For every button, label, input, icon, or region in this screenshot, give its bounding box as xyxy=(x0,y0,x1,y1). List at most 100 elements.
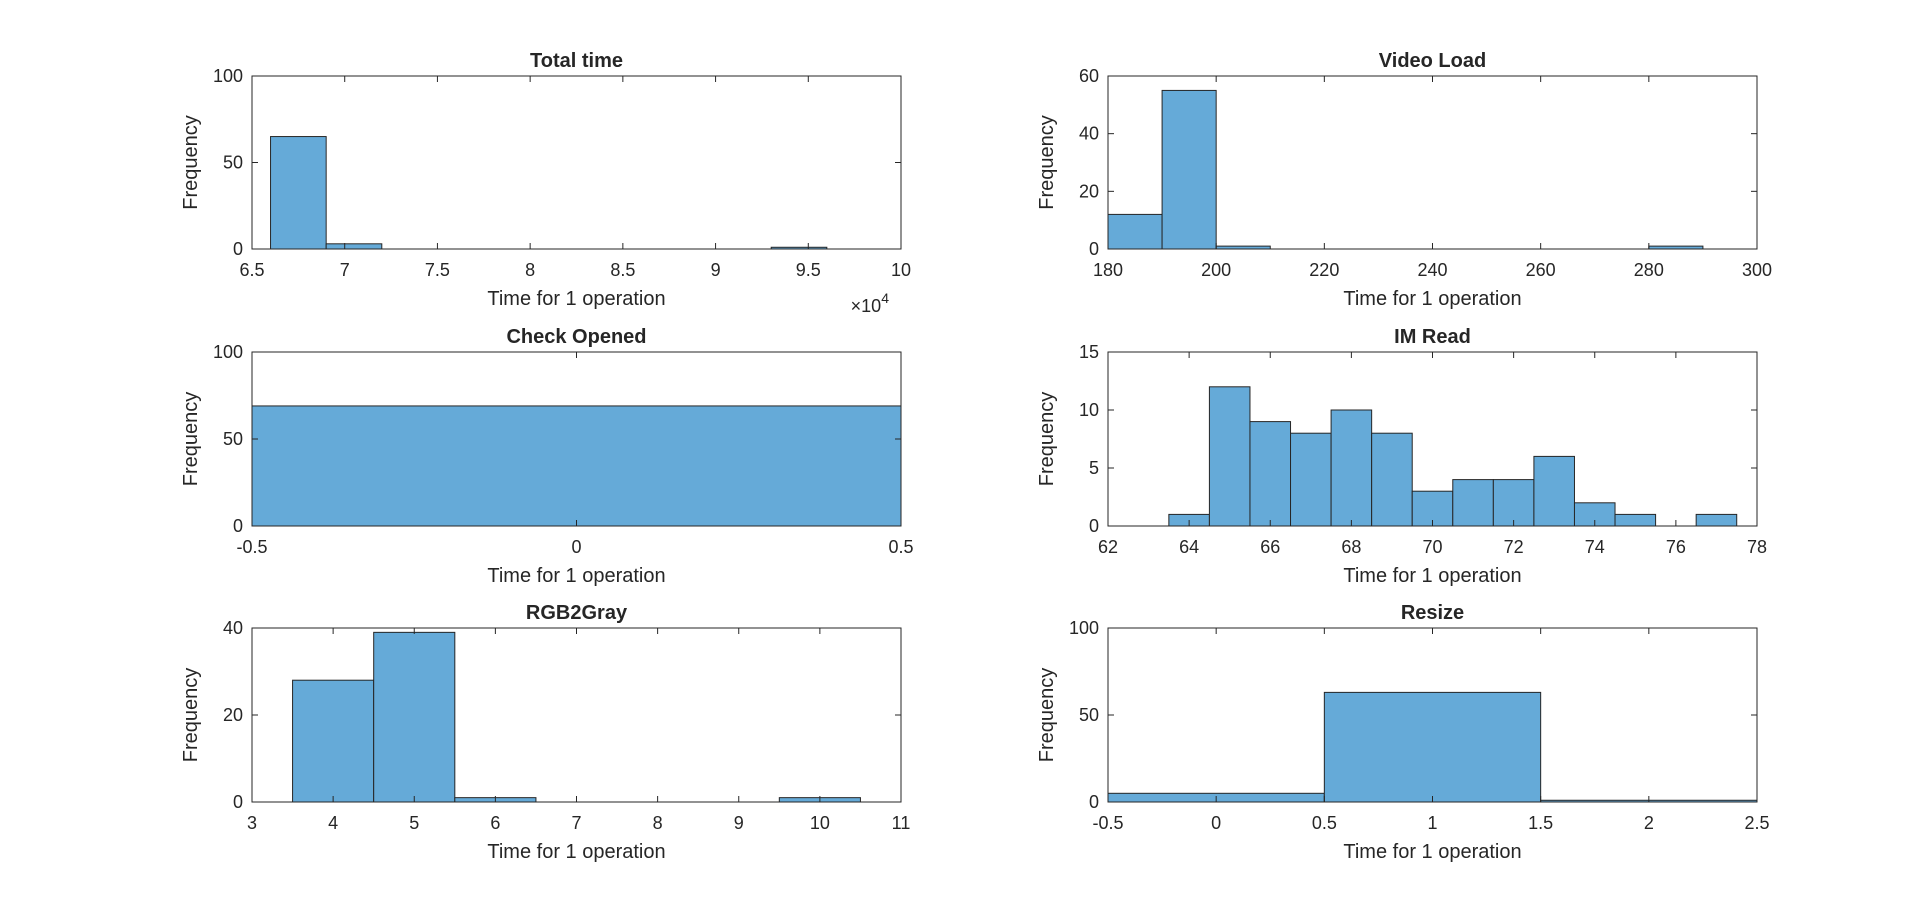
y-tick-label: 5 xyxy=(1089,458,1099,478)
subplot-title: Check Opened xyxy=(506,326,646,348)
histogram-bar xyxy=(292,679,375,803)
y-tick-label: 0 xyxy=(233,239,243,259)
x-tick-label: 6.5 xyxy=(239,260,264,280)
x-tick-label: 4 xyxy=(328,813,338,833)
x-tick-label: 9.5 xyxy=(796,260,821,280)
histogram-bar xyxy=(373,631,456,803)
x-tick-label: 7 xyxy=(340,260,350,280)
x-tick-label: 10 xyxy=(891,260,911,280)
subplot-2: 180 200 220 240 260 280 300 0 20 40 60 Video Load Ti… xyxy=(1036,50,1772,310)
x-tick-label: 0 xyxy=(1211,813,1221,833)
y-tick-label: 20 xyxy=(1079,181,1099,201)
subplot-title: RGB2Gray xyxy=(526,602,628,624)
y-axis-label: Frequency xyxy=(180,115,202,210)
x-tick-label: 0 xyxy=(571,537,581,557)
y-tick-label: 100 xyxy=(1069,618,1099,638)
y-tick-label: 100 xyxy=(213,342,243,362)
x-tick-label: -0.5 xyxy=(236,537,267,557)
x-tick-label: 78 xyxy=(1747,537,1767,557)
x-tick-label: 9 xyxy=(711,260,721,280)
x-tick-label: 64 xyxy=(1179,537,1199,557)
subplot-title: Video Load xyxy=(1379,50,1486,72)
subplot-title: Resize xyxy=(1401,602,1464,624)
x-tick-label: 3 xyxy=(247,813,257,833)
x-axis-label: Time for 1 operation xyxy=(1343,841,1521,863)
histogram-bar xyxy=(1161,89,1217,250)
y-tick-label: 20 xyxy=(223,705,243,725)
histogram-bar xyxy=(1249,421,1292,527)
x-tick-label: 62 xyxy=(1098,537,1118,557)
y-tick-label: 60 xyxy=(1079,66,1099,86)
exponent-power: 4 xyxy=(881,290,889,306)
x-tick-label: 0.5 xyxy=(888,537,913,557)
histogram-bar xyxy=(270,136,327,250)
x-tick-label: 66 xyxy=(1260,537,1280,557)
histogram-bar xyxy=(325,243,383,250)
y-tick-label: 0 xyxy=(233,516,243,536)
histogram-bar xyxy=(1323,691,1542,803)
y-tick-label: 0 xyxy=(233,792,243,812)
histogram-bar xyxy=(1492,479,1535,527)
x-tick-label: 74 xyxy=(1585,537,1605,557)
x-tick-label: 240 xyxy=(1417,260,1447,280)
x-tick-label: 9 xyxy=(734,813,744,833)
x-tick-label: 5 xyxy=(409,813,419,833)
y-axis-label: Frequency xyxy=(180,668,202,763)
y-tick-label: 40 xyxy=(1079,124,1099,144)
x-tick-label: 8 xyxy=(525,260,535,280)
x-tick-label: 11 xyxy=(892,813,911,833)
x-tick-label: 220 xyxy=(1309,260,1339,280)
y-tick-label: 0 xyxy=(1089,792,1099,812)
x-tick-label: 0.5 xyxy=(1312,813,1337,833)
x-tick-label: 72 xyxy=(1504,537,1524,557)
y-tick-label: 0 xyxy=(1089,516,1099,536)
x-axis-label: Time for 1 operation xyxy=(1343,565,1521,587)
subplot-4: 62 64 66 68 70 72 74 76 78 0 5 10 15 IM Read Time for … xyxy=(1036,326,1767,587)
x-tick-label: 70 xyxy=(1422,537,1442,557)
y-tick-label: 100 xyxy=(213,66,243,86)
histogram-bar xyxy=(1371,432,1413,527)
y-axis-label: Frequency xyxy=(1036,392,1058,487)
y-axis-label: Frequency xyxy=(180,392,202,487)
x-axis-label: Time for 1 operation xyxy=(487,288,665,310)
histogram-bar xyxy=(1452,479,1494,527)
y-axis-label: Frequency xyxy=(1036,115,1058,210)
x-tick-label: 200 xyxy=(1201,260,1231,280)
x-tick-label: 280 xyxy=(1634,260,1664,280)
y-axis-label: Frequency xyxy=(1036,668,1058,763)
x-axis-label: Time for 1 operation xyxy=(487,565,665,587)
exponent-base: ×10 xyxy=(851,296,882,316)
x-tick-label: 1.5 xyxy=(1528,813,1553,833)
histogram-bar xyxy=(1107,213,1163,250)
histogram-bar xyxy=(1533,455,1575,527)
x-tick-label: 8.5 xyxy=(610,260,635,280)
x-exponent-label: ×104 xyxy=(851,290,890,316)
x-tick-label: 1 xyxy=(1427,813,1437,833)
x-tick-label: 7 xyxy=(571,813,581,833)
y-tick-label: 10 xyxy=(1079,400,1099,420)
histogram-bar xyxy=(1695,513,1738,527)
histogram-bar xyxy=(1208,386,1251,527)
x-tick-label: -0.5 xyxy=(1092,813,1123,833)
x-tick-label: 10 xyxy=(810,813,830,833)
y-tick-label: 50 xyxy=(1079,705,1099,725)
y-tick-label: 50 xyxy=(223,153,243,173)
subplot-5: 3 4 5 6 7 8 9 10 11 0 20 40 RGB2Gray Time for 1 opera… xyxy=(180,602,910,863)
x-tick-label: 8 xyxy=(653,813,663,833)
x-tick-label: 76 xyxy=(1666,537,1686,557)
histogram-bar xyxy=(1330,409,1373,527)
y-tick-label: 40 xyxy=(223,618,243,638)
x-tick-label: 260 xyxy=(1526,260,1556,280)
x-tick-label: 180 xyxy=(1093,260,1123,280)
y-tick-label: 15 xyxy=(1079,342,1099,362)
x-tick-label: 300 xyxy=(1742,260,1772,280)
x-tick-label: 68 xyxy=(1341,537,1361,557)
x-tick-label: 7.5 xyxy=(425,260,450,280)
histogram-bar xyxy=(251,405,902,527)
axes-background xyxy=(252,76,901,249)
subplot-title: Total time xyxy=(530,50,623,72)
subplot-title: IM Read xyxy=(1394,326,1471,348)
